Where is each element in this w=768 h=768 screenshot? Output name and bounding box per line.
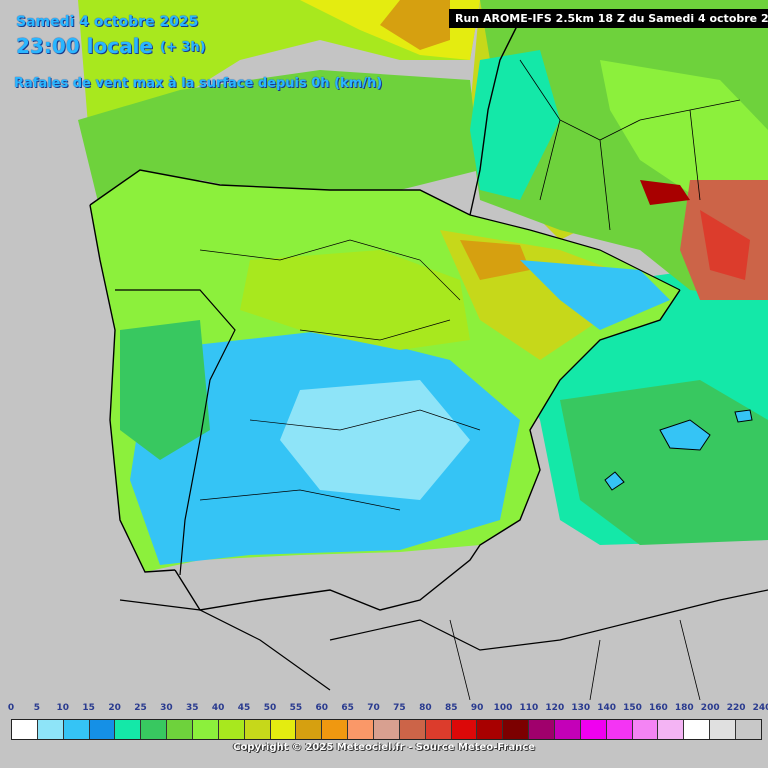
forecast-date: Samedi 4 octobre 2025: [16, 14, 199, 30]
legend-tick-label: 85: [444, 703, 458, 713]
alps-gust-peak: [640, 180, 690, 205]
legend-swatch: [244, 720, 271, 739]
mallorca-island: [659, 419, 711, 451]
legend-tick-label: 180: [674, 703, 694, 713]
legend-swatch: [503, 720, 530, 739]
france-east-band: [600, 60, 768, 200]
legend-swatch: [477, 720, 504, 739]
legend-swatch: [348, 720, 375, 739]
legend-swatch: [580, 720, 607, 739]
parameter-title: Rafales de vent max à la surface depuis …: [14, 76, 383, 91]
ocean-gust-core: [380, 0, 450, 50]
legend-tick-label: 40: [211, 703, 225, 713]
legend-tick-label: 90: [470, 703, 484, 713]
legend-swatch: [736, 720, 761, 739]
legend-tick-label: 35: [186, 703, 199, 713]
legend-tick-label: 240: [752, 703, 768, 713]
legend-swatch: [141, 720, 168, 739]
north-africa-coastline: [119, 589, 768, 691]
legend-tick-label: 100: [493, 703, 513, 713]
legend-tick-label: 70: [367, 703, 380, 713]
legend-swatch: [374, 720, 400, 739]
legend-tick-label: 130: [571, 703, 591, 713]
legend-swatch: [63, 720, 90, 739]
legend-tick-label: 200: [700, 703, 720, 713]
legend-tick-label: 5: [33, 703, 41, 713]
legend-tick-label: 120: [545, 703, 565, 713]
legend-tick-label: 75: [393, 703, 406, 713]
portugal-spain-border: [115, 289, 236, 576]
ocean-gust-coastal: [78, 70, 480, 210]
legend-swatch: [167, 720, 194, 739]
copyright-text: Copyright © 2025 Meteociel.fr - Source M…: [233, 742, 535, 753]
legend-swatch: [425, 720, 452, 739]
legend-tick-label: 150: [623, 703, 642, 713]
legend-tick-label: 110: [519, 703, 539, 713]
legend-swatch: [296, 720, 323, 739]
legend-swatch: [322, 720, 349, 739]
spain-regional-borders: [199, 239, 481, 511]
legend-swatch: [193, 720, 219, 739]
legend-swatch: [12, 720, 38, 739]
legend-swatch: [710, 720, 737, 739]
africa-borders: [449, 619, 701, 700]
pyrenees-border: [469, 214, 681, 291]
legend-tick-label: 30: [160, 703, 173, 713]
ibiza-island: [604, 471, 625, 491]
legend-swatch: [632, 720, 659, 739]
legend-swatch: [399, 720, 426, 739]
legend-tick-label: 220: [726, 703, 746, 713]
north-coastline: [89, 19, 521, 216]
legend-swatch: [606, 720, 633, 739]
iberia-central-band: [240, 250, 470, 350]
legend-tick-label: 15: [82, 703, 95, 713]
france-west-band: [470, 50, 560, 200]
alps-gust-peak-2: [700, 210, 750, 280]
legend-swatch: [270, 720, 297, 739]
legend-tick-label: 55: [289, 703, 303, 713]
legend-swatch: [89, 720, 116, 739]
run-info-box: Run AROME-IFS 2.5km 18 Z du Samedi 4 oct…: [449, 9, 768, 28]
legend-tick-label: 20: [108, 703, 121, 713]
west-coastline: [89, 204, 176, 573]
catalonia-low-gust: [520, 260, 670, 330]
east-south-coastline: [174, 289, 681, 611]
legend-tick-label: 160: [649, 703, 668, 713]
pyrenees-gust-high: [460, 240, 530, 280]
legend-tick-label: 65: [341, 703, 354, 713]
legend-tick-label: 0: [7, 703, 15, 713]
legend-swatch: [37, 720, 64, 739]
legend-tick-label: 45: [237, 703, 251, 713]
menorca-island: [734, 409, 753, 423]
legend-tick-label: 25: [134, 703, 147, 713]
legend-tick-label: 10: [56, 703, 70, 713]
legend-tick-label: 60: [315, 703, 329, 713]
legend-swatch: [115, 720, 142, 739]
france-regional-borders: [519, 59, 741, 231]
legend-swatch: [529, 720, 556, 739]
forecast-offset: (+ 3h): [160, 40, 206, 55]
legend-swatch: [451, 720, 478, 739]
color-legend-bar: [11, 719, 762, 740]
iberia-very-low-gust: [280, 380, 470, 500]
legend-tick-labels: 0 5 10 15 20 25 30 35 40 45 50 55 60 65 70 75 80 85 90 100 1…: [0, 703, 768, 719]
legend-tick-label: 80: [419, 703, 432, 713]
legend-tick-label: 140: [597, 703, 617, 713]
med-gust-band: [560, 380, 768, 545]
portugal-gust-band: [120, 320, 210, 460]
legend-swatch: [658, 720, 685, 739]
wind-gust-map: [78, 0, 768, 700]
legend-swatch: [218, 720, 245, 739]
legend-tick-label: 50: [263, 703, 277, 713]
legend-swatch: [555, 720, 581, 739]
legend-swatch: [684, 720, 711, 739]
forecast-time: 23:00 locale: [16, 34, 153, 58]
